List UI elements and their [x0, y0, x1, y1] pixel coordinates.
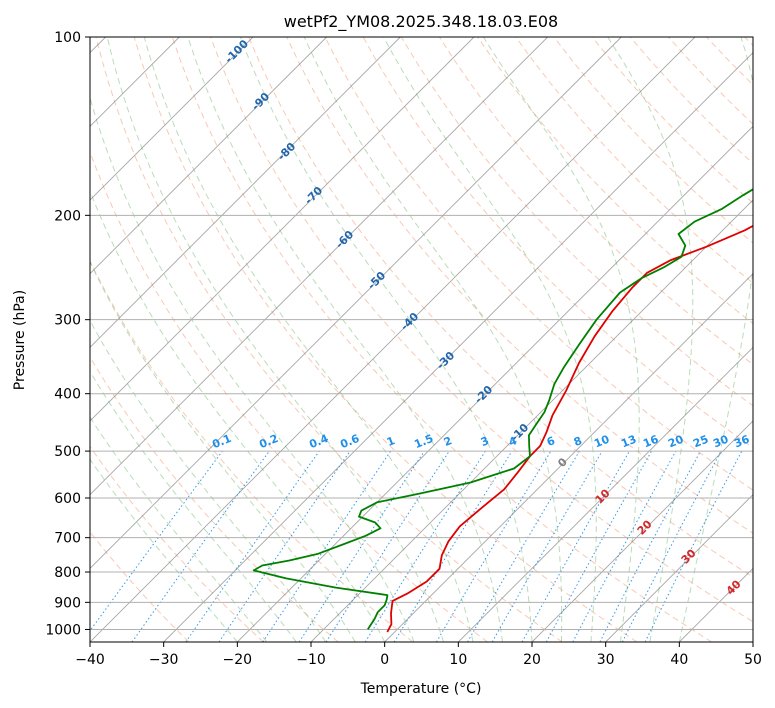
moist-adiabat-line — [482, 37, 640, 642]
y-tick-label: 900 — [54, 595, 81, 611]
mixing-ratio-line — [572, 450, 677, 642]
dry-adiabat-line — [248, 37, 753, 578]
x-tick-label: 10 — [449, 652, 467, 668]
x-tick-label: 0 — [380, 652, 389, 668]
x-tick-label: −40 — [75, 652, 105, 668]
dry-adiabat-line — [90, 356, 339, 642]
moist-adiabat-line — [143, 37, 474, 642]
x-tick-label: −30 — [149, 652, 179, 668]
moist-adiabat-line — [90, 189, 386, 642]
y-tick-label: 700 — [54, 531, 81, 547]
y-tick-label: 400 — [54, 387, 81, 403]
mixing-ratio-label: 1 — [385, 434, 397, 449]
dry-adiabat-line — [133, 37, 638, 642]
isotherm-line — [90, 37, 401, 348]
profile-lines — [252, 188, 753, 633]
temperature-line — [386, 224, 753, 633]
chart-title: wetPf2_YM08.2025.348.18.03.E08 — [284, 12, 558, 32]
moist-adiabat-line — [90, 458, 238, 642]
dry-adiabat-line — [324, 37, 753, 491]
dry-adiabat-line — [95, 37, 563, 642]
y-tick-label: 600 — [54, 491, 81, 507]
y-axis-label: Pressure (hPa) — [12, 290, 28, 390]
isotherm-line — [605, 494, 753, 642]
background-lines — [90, 37, 753, 642]
isotherm-line — [90, 37, 475, 422]
y-tick-label: 200 — [54, 208, 81, 224]
mixing-ratio-label: 36 — [732, 433, 751, 451]
moist-adiabat-line — [90, 416, 268, 642]
isotherm-line — [90, 37, 548, 496]
mixing-ratio-label: 16 — [641, 433, 660, 451]
mixing-ratio-label: 2 — [442, 434, 454, 449]
mixing-ratio-line — [90, 450, 223, 632]
moist-adiabat-line — [90, 260, 356, 642]
isotherm-line — [90, 37, 696, 642]
y-tick-label: 500 — [54, 444, 81, 460]
y-tick-label: 1000 — [45, 622, 81, 638]
plot-frame — [89, 36, 754, 643]
y-tick-label: 300 — [54, 313, 81, 329]
mixing-ratio-line — [298, 450, 425, 642]
x-tick-label: −10 — [296, 652, 326, 668]
mixing-ratio-label: 3 — [479, 434, 491, 449]
x-tick-label: 20 — [523, 652, 541, 668]
moist-adiabat-line — [303, 37, 563, 642]
isotherm-line — [90, 37, 254, 201]
mixing-ratio-line — [185, 450, 320, 642]
dry-adiabat-line — [90, 445, 264, 642]
mixing-ratio-line — [393, 450, 513, 642]
mixing-ratio-line — [131, 450, 270, 642]
mixing-ratio-label: 30 — [711, 433, 730, 451]
dry-adiabat-line — [515, 37, 753, 284]
isotherm-line — [310, 199, 753, 642]
mixing-ratio-line — [262, 450, 392, 642]
mixing-ratio-label: 10 — [592, 433, 611, 451]
mixing-ratio-label: 25 — [691, 433, 710, 451]
y-tick-label: 800 — [54, 565, 81, 581]
moist-adiabat-line — [106, 37, 445, 642]
mixing-ratio-line — [545, 450, 653, 642]
mixing-ratio-label: 20 — [666, 433, 685, 451]
dry-adiabat-line — [286, 37, 753, 534]
x-tick-label: 30 — [597, 652, 615, 668]
y-tick-label: 100 — [54, 30, 81, 46]
isotherm-line — [531, 420, 753, 642]
mixing-ratio-line — [644, 450, 743, 642]
moist-adiabat-line — [607, 37, 694, 642]
isotherm-line — [458, 346, 753, 642]
mixing-ratio-line — [218, 450, 351, 642]
x-tick-label: −20 — [223, 652, 253, 668]
pressure-gridlines — [90, 37, 753, 630]
x-axis-ticks: −40 −30 −20 −10 0 10 20 30 40 50 — [75, 642, 762, 668]
dewpoint-line — [252, 188, 753, 630]
isotherm-line — [163, 52, 753, 642]
isotherm-line — [384, 273, 753, 642]
dry-adiabat-line — [210, 37, 753, 623]
dry-adiabat-line — [90, 259, 414, 642]
mixing-ratio-line — [521, 450, 630, 642]
x-tick-label: 50 — [744, 652, 762, 668]
isotherm-line — [90, 37, 622, 569]
mixing-ratio-label: 13 — [619, 433, 638, 451]
moist-adiabat-line — [678, 37, 753, 642]
moist-adiabat-line — [383, 37, 597, 642]
x-tick-label: 40 — [670, 652, 688, 668]
x-axis-label: Temperature (°C) — [360, 681, 482, 697]
mixing-ratio-label: 8 — [572, 434, 584, 449]
isotherm-line — [237, 125, 753, 642]
moist-adiabat-line — [90, 319, 327, 642]
moist-adiabat-line — [239, 37, 533, 642]
moist-adiabat-line — [90, 370, 297, 642]
moist-adiabat-line — [187, 37, 503, 642]
dry-adiabat-line — [171, 37, 712, 642]
isotherm-line — [90, 37, 327, 275]
mixing-ratio-line — [325, 450, 450, 642]
y-axis-ticks: 100 200 300 400 500 600 700 800 900 1000 — [45, 30, 90, 638]
